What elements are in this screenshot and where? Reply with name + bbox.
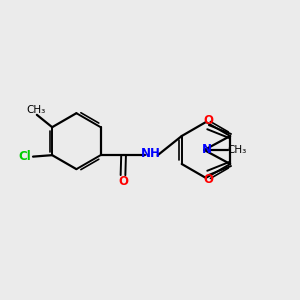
Text: O: O [203,173,213,186]
Text: CH₃: CH₃ [27,104,46,115]
Text: Cl: Cl [18,150,31,163]
Text: CH₃: CH₃ [227,145,246,155]
Text: O: O [203,114,213,127]
Text: NH: NH [141,147,161,160]
Text: O: O [118,175,128,188]
Text: N: N [202,143,212,157]
